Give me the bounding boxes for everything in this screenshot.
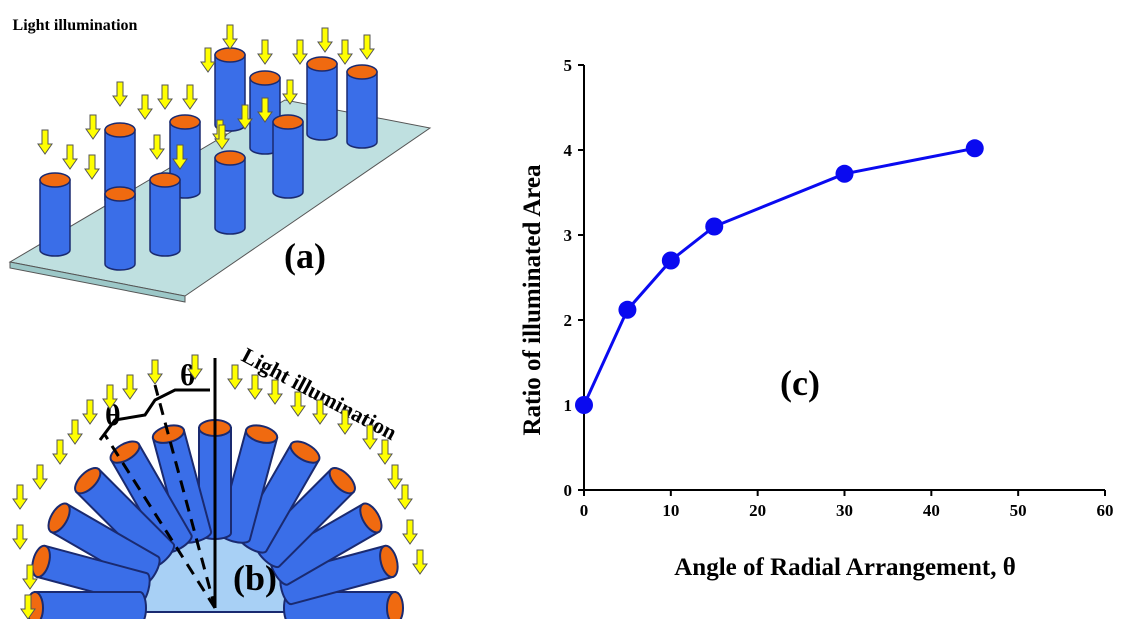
rod (26, 591, 147, 619)
x-tick-label: 10 (662, 501, 679, 520)
data-point (661, 251, 680, 270)
data-point (575, 396, 593, 414)
light-arrow (122, 374, 138, 400)
panel-a: Light illumination (a) (8, 17, 432, 303)
x-axis-label: Angle of Radial Arrangement, θ (674, 554, 1016, 581)
x-tick-label: 50 (1010, 501, 1027, 520)
light-arrow (52, 439, 68, 465)
light-arrow (147, 359, 163, 385)
light-arrow (67, 419, 83, 445)
x-tick-label: 40 (923, 501, 940, 520)
panel-b-tag: (b) (233, 558, 277, 598)
data-point (835, 164, 854, 183)
light-arrow (32, 464, 48, 490)
y-tick-label: 0 (564, 481, 573, 500)
y-tick-label: 4 (564, 141, 573, 160)
panel-a-label: Light illumination (13, 17, 138, 34)
x-tick-label: 0 (580, 501, 589, 520)
light-arrow (227, 364, 243, 390)
light-arrow (402, 519, 418, 545)
x-tick-label: 20 (749, 501, 766, 520)
y-tick-label: 3 (564, 226, 573, 245)
panel-a-tag: (a) (284, 236, 326, 276)
light-arrow (247, 374, 263, 400)
y-tick-label: 5 (564, 56, 573, 75)
light-arrow (412, 549, 428, 575)
data-point (705, 217, 724, 236)
data-line (582, 146, 976, 406)
panel-a-label-text: Light illumination (13, 17, 138, 34)
light-arrow (387, 464, 403, 490)
x-tick-label: 30 (836, 501, 853, 520)
y-axis-label: Ratio of illuminated Area (519, 164, 546, 436)
annotation: (c) (780, 363, 820, 403)
y-tick-label: 1 (564, 396, 573, 415)
data-point (618, 300, 637, 319)
data-point (965, 139, 984, 158)
light-arrow (397, 484, 413, 510)
light-arrow (82, 399, 98, 425)
light-arrow (12, 524, 28, 550)
x-tick-label: 60 (1097, 501, 1114, 520)
panel-b: θ θ Light illumination (b) (12, 342, 428, 619)
light-arrow (12, 484, 28, 510)
y-tick-label: 2 (564, 311, 573, 330)
